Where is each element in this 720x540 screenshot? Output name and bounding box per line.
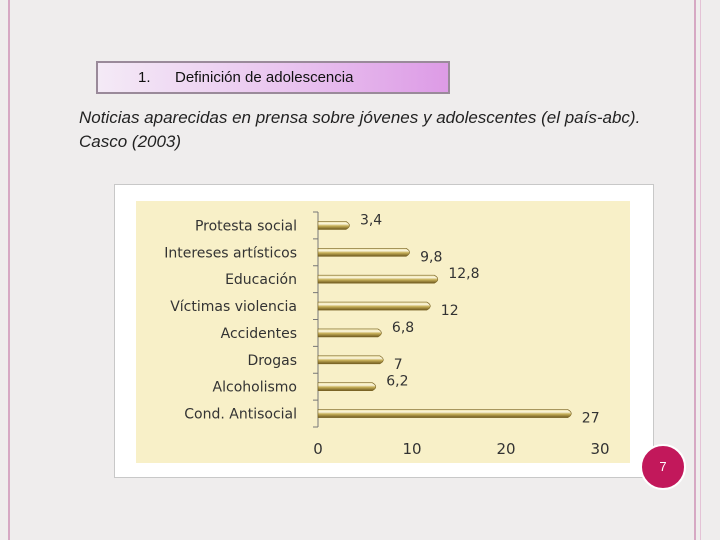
category-label: Alcoholismo — [213, 380, 297, 396]
bar-protesta-social — [317, 221, 350, 230]
value-label: 6,8 — [392, 320, 414, 336]
section-heading: 1. Definición de adolescencia — [96, 61, 450, 94]
category-label: Intereses artísticos — [164, 245, 297, 261]
bar-drogas — [317, 355, 384, 365]
x-tick-label: 30 — [590, 440, 609, 458]
bar-accidentes — [317, 328, 382, 338]
value-label: 12 — [441, 303, 459, 319]
category-label: Cond. Antisocial — [184, 407, 297, 423]
category-label: Drogas — [247, 353, 297, 369]
x-tick-label: 0 — [313, 440, 323, 458]
value-label: 7 — [394, 357, 403, 373]
right-decorative-rule — [694, 0, 696, 540]
right-decorative-rule-thin — [700, 0, 701, 540]
bar-cond-antisocial — [317, 409, 572, 418]
section-number: 1. — [138, 69, 151, 86]
value-label: 6,2 — [386, 374, 408, 390]
value-label: 3,4 — [360, 212, 382, 228]
chart-plot-background — [136, 201, 630, 463]
value-label: 12,8 — [448, 266, 479, 282]
left-decorative-rule — [8, 0, 10, 540]
category-label: Víctimas violencia — [170, 299, 297, 315]
x-tick-label: 10 — [402, 440, 421, 458]
category-label: Accidentes — [221, 326, 297, 342]
page-number-badge: 7 — [640, 444, 686, 490]
category-label: Protesta social — [195, 218, 297, 234]
bar-víctimas-violencia — [317, 301, 431, 311]
bar-intereses-artísticos — [317, 248, 410, 257]
value-label: 27 — [582, 411, 600, 427]
category-label: Educación — [225, 272, 297, 288]
slide-caption: Noticias aparecidas en prensa sobre jóve… — [79, 108, 641, 151]
bar-alcoholismo — [317, 382, 377, 391]
section-title: Definición de adolescencia — [175, 69, 354, 86]
x-tick-label: 20 — [496, 440, 515, 458]
bar-educación — [317, 274, 439, 284]
value-label: 9,8 — [420, 249, 442, 265]
